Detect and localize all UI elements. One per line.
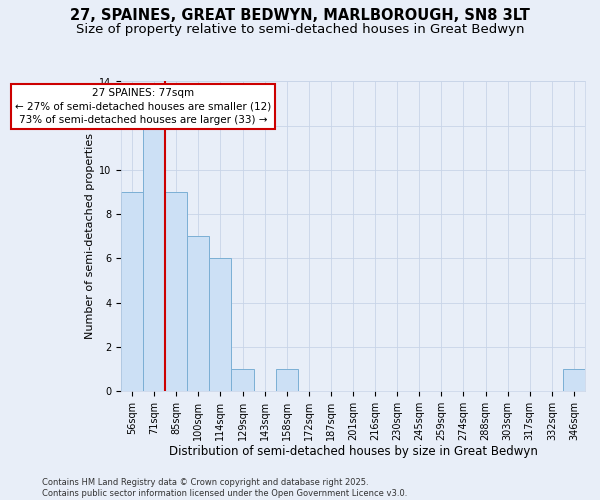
Bar xyxy=(563,369,585,391)
Bar xyxy=(275,369,298,391)
Text: Size of property relative to semi-detached houses in Great Bedwyn: Size of property relative to semi-detach… xyxy=(76,22,524,36)
Bar xyxy=(232,369,254,391)
X-axis label: Distribution of semi-detached houses by size in Great Bedwyn: Distribution of semi-detached houses by … xyxy=(169,444,538,458)
Bar xyxy=(143,126,165,391)
Bar xyxy=(209,258,232,391)
Text: 27 SPAINES: 77sqm
← 27% of semi-detached houses are smaller (12)
73% of semi-det: 27 SPAINES: 77sqm ← 27% of semi-detached… xyxy=(15,88,271,124)
Bar xyxy=(165,192,187,391)
Y-axis label: Number of semi-detached properties: Number of semi-detached properties xyxy=(85,134,95,340)
Text: Contains HM Land Registry data © Crown copyright and database right 2025.
Contai: Contains HM Land Registry data © Crown c… xyxy=(42,478,407,498)
Bar xyxy=(187,236,209,391)
Text: 27, SPAINES, GREAT BEDWYN, MARLBOROUGH, SN8 3LT: 27, SPAINES, GREAT BEDWYN, MARLBOROUGH, … xyxy=(70,8,530,22)
Bar xyxy=(121,192,143,391)
